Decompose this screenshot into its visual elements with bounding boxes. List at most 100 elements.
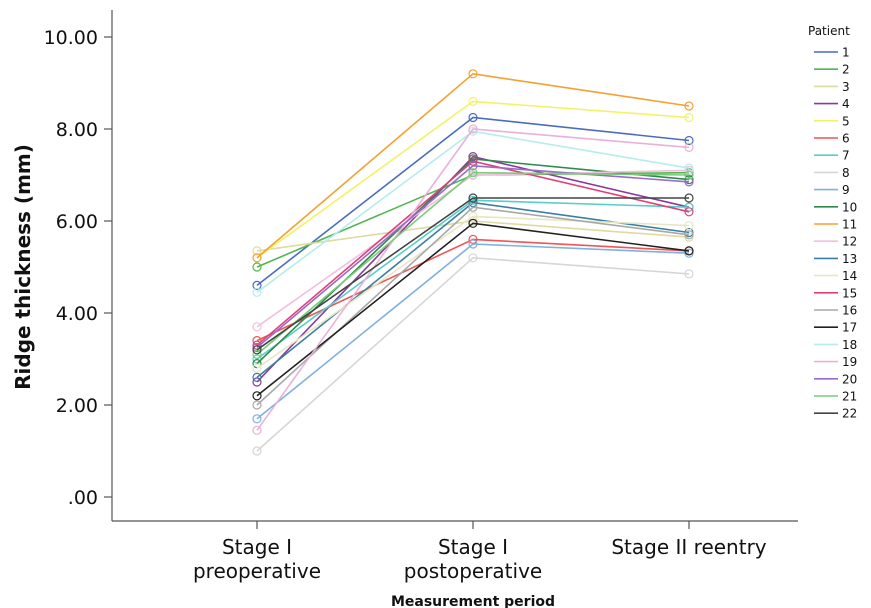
data-point — [468, 154, 478, 164]
data-point — [468, 124, 478, 134]
legend-label: 9 — [842, 183, 850, 197]
legend-title: Patient — [808, 24, 850, 38]
data-point — [252, 425, 262, 435]
series-17 — [252, 218, 694, 401]
series-1 — [252, 112, 694, 290]
data-point — [252, 246, 262, 256]
series-line — [256, 169, 690, 328]
series-18 — [252, 126, 694, 297]
data-point — [684, 246, 694, 256]
series-21 — [252, 168, 694, 359]
series-22 — [252, 193, 694, 355]
series-9 — [252, 239, 694, 424]
legend-label: 2 — [842, 63, 850, 77]
series-line — [256, 222, 690, 397]
series-line — [256, 116, 690, 287]
data-point — [684, 112, 694, 123]
data-point — [468, 161, 478, 171]
axes — [111, 10, 798, 522]
legend-label: 5 — [842, 114, 850, 128]
legend-label: 6 — [842, 132, 850, 146]
data-point — [468, 112, 478, 123]
data-point — [684, 101, 694, 111]
legend-label: 1 — [842, 46, 850, 60]
data-point — [684, 248, 694, 258]
series-group — [252, 69, 694, 456]
data-point — [252, 262, 262, 272]
legend-label: 17 — [842, 321, 857, 335]
data-point — [684, 168, 694, 178]
data-point — [468, 168, 478, 178]
x-axis-title: Measurement period — [391, 594, 555, 608]
data-point — [684, 142, 694, 152]
series-20 — [252, 161, 694, 353]
legend-label: 19 — [842, 355, 857, 369]
data-point — [252, 322, 262, 332]
data-point — [468, 239, 478, 249]
legend-label: 12 — [842, 235, 857, 249]
y-tick-label: 6.00 — [56, 211, 98, 233]
data-point — [684, 175, 694, 185]
legend: Patient 12345678910111213141516171819202… — [808, 24, 857, 421]
data-point — [468, 218, 478, 228]
data-point — [252, 280, 262, 290]
data-point — [684, 163, 694, 173]
legend-label: 13 — [842, 252, 857, 266]
series-line — [256, 72, 690, 259]
legend-label: 11 — [842, 218, 857, 232]
y-tick-label: 8.00 — [56, 119, 98, 141]
series-line — [256, 100, 690, 259]
series-line — [256, 164, 690, 349]
x-tick-label: Stage I — [438, 535, 508, 559]
data-point — [252, 253, 262, 263]
data-point — [468, 202, 478, 212]
data-point — [468, 126, 478, 136]
y-tick-label: 4.00 — [56, 303, 98, 325]
y-tick-label: 10.00 — [44, 27, 98, 49]
data-point — [252, 377, 262, 387]
series-8 — [252, 253, 694, 456]
x-tick-label: preoperative — [193, 559, 321, 583]
data-point — [252, 363, 262, 373]
y-tick-label: .00 — [68, 487, 98, 509]
data-point — [468, 69, 478, 79]
data-point — [252, 345, 262, 355]
data-point — [252, 414, 262, 424]
series-line — [256, 215, 690, 369]
data-point — [252, 446, 262, 456]
data-point — [252, 391, 262, 401]
y-tick-label: 2.00 — [56, 395, 98, 417]
legend-label: 4 — [842, 97, 850, 111]
series-line — [256, 128, 690, 431]
data-point — [252, 372, 262, 382]
legend-label: 8 — [842, 166, 850, 180]
data-point — [684, 193, 694, 203]
series-line — [256, 220, 690, 252]
legend-label: 15 — [842, 286, 857, 300]
x-tick-label: postoperative — [404, 559, 542, 583]
series-line — [256, 243, 690, 420]
series-line — [256, 171, 690, 356]
legend-label: 7 — [842, 149, 850, 163]
series-14 — [252, 211, 694, 373]
y-ticks: .00 2.00 4.00 6.00 8.00 10.00 — [44, 27, 112, 509]
data-point — [252, 400, 262, 410]
legend-label: 14 — [842, 269, 857, 283]
legend-label: 18 — [842, 338, 857, 352]
series-line — [256, 199, 690, 360]
series-11 — [252, 69, 694, 263]
legend-label: 16 — [842, 304, 857, 318]
y-axis-title: Ridge thickness (mm) — [11, 144, 35, 390]
data-point — [684, 170, 694, 180]
legend-label: 10 — [842, 200, 857, 214]
series-19 — [252, 124, 694, 435]
data-point — [684, 221, 694, 231]
data-point — [684, 232, 694, 242]
data-point — [252, 349, 262, 359]
data-point — [468, 193, 478, 203]
series-line — [256, 197, 689, 351]
data-point — [468, 211, 478, 221]
series-line — [256, 130, 690, 293]
data-point — [684, 227, 694, 238]
